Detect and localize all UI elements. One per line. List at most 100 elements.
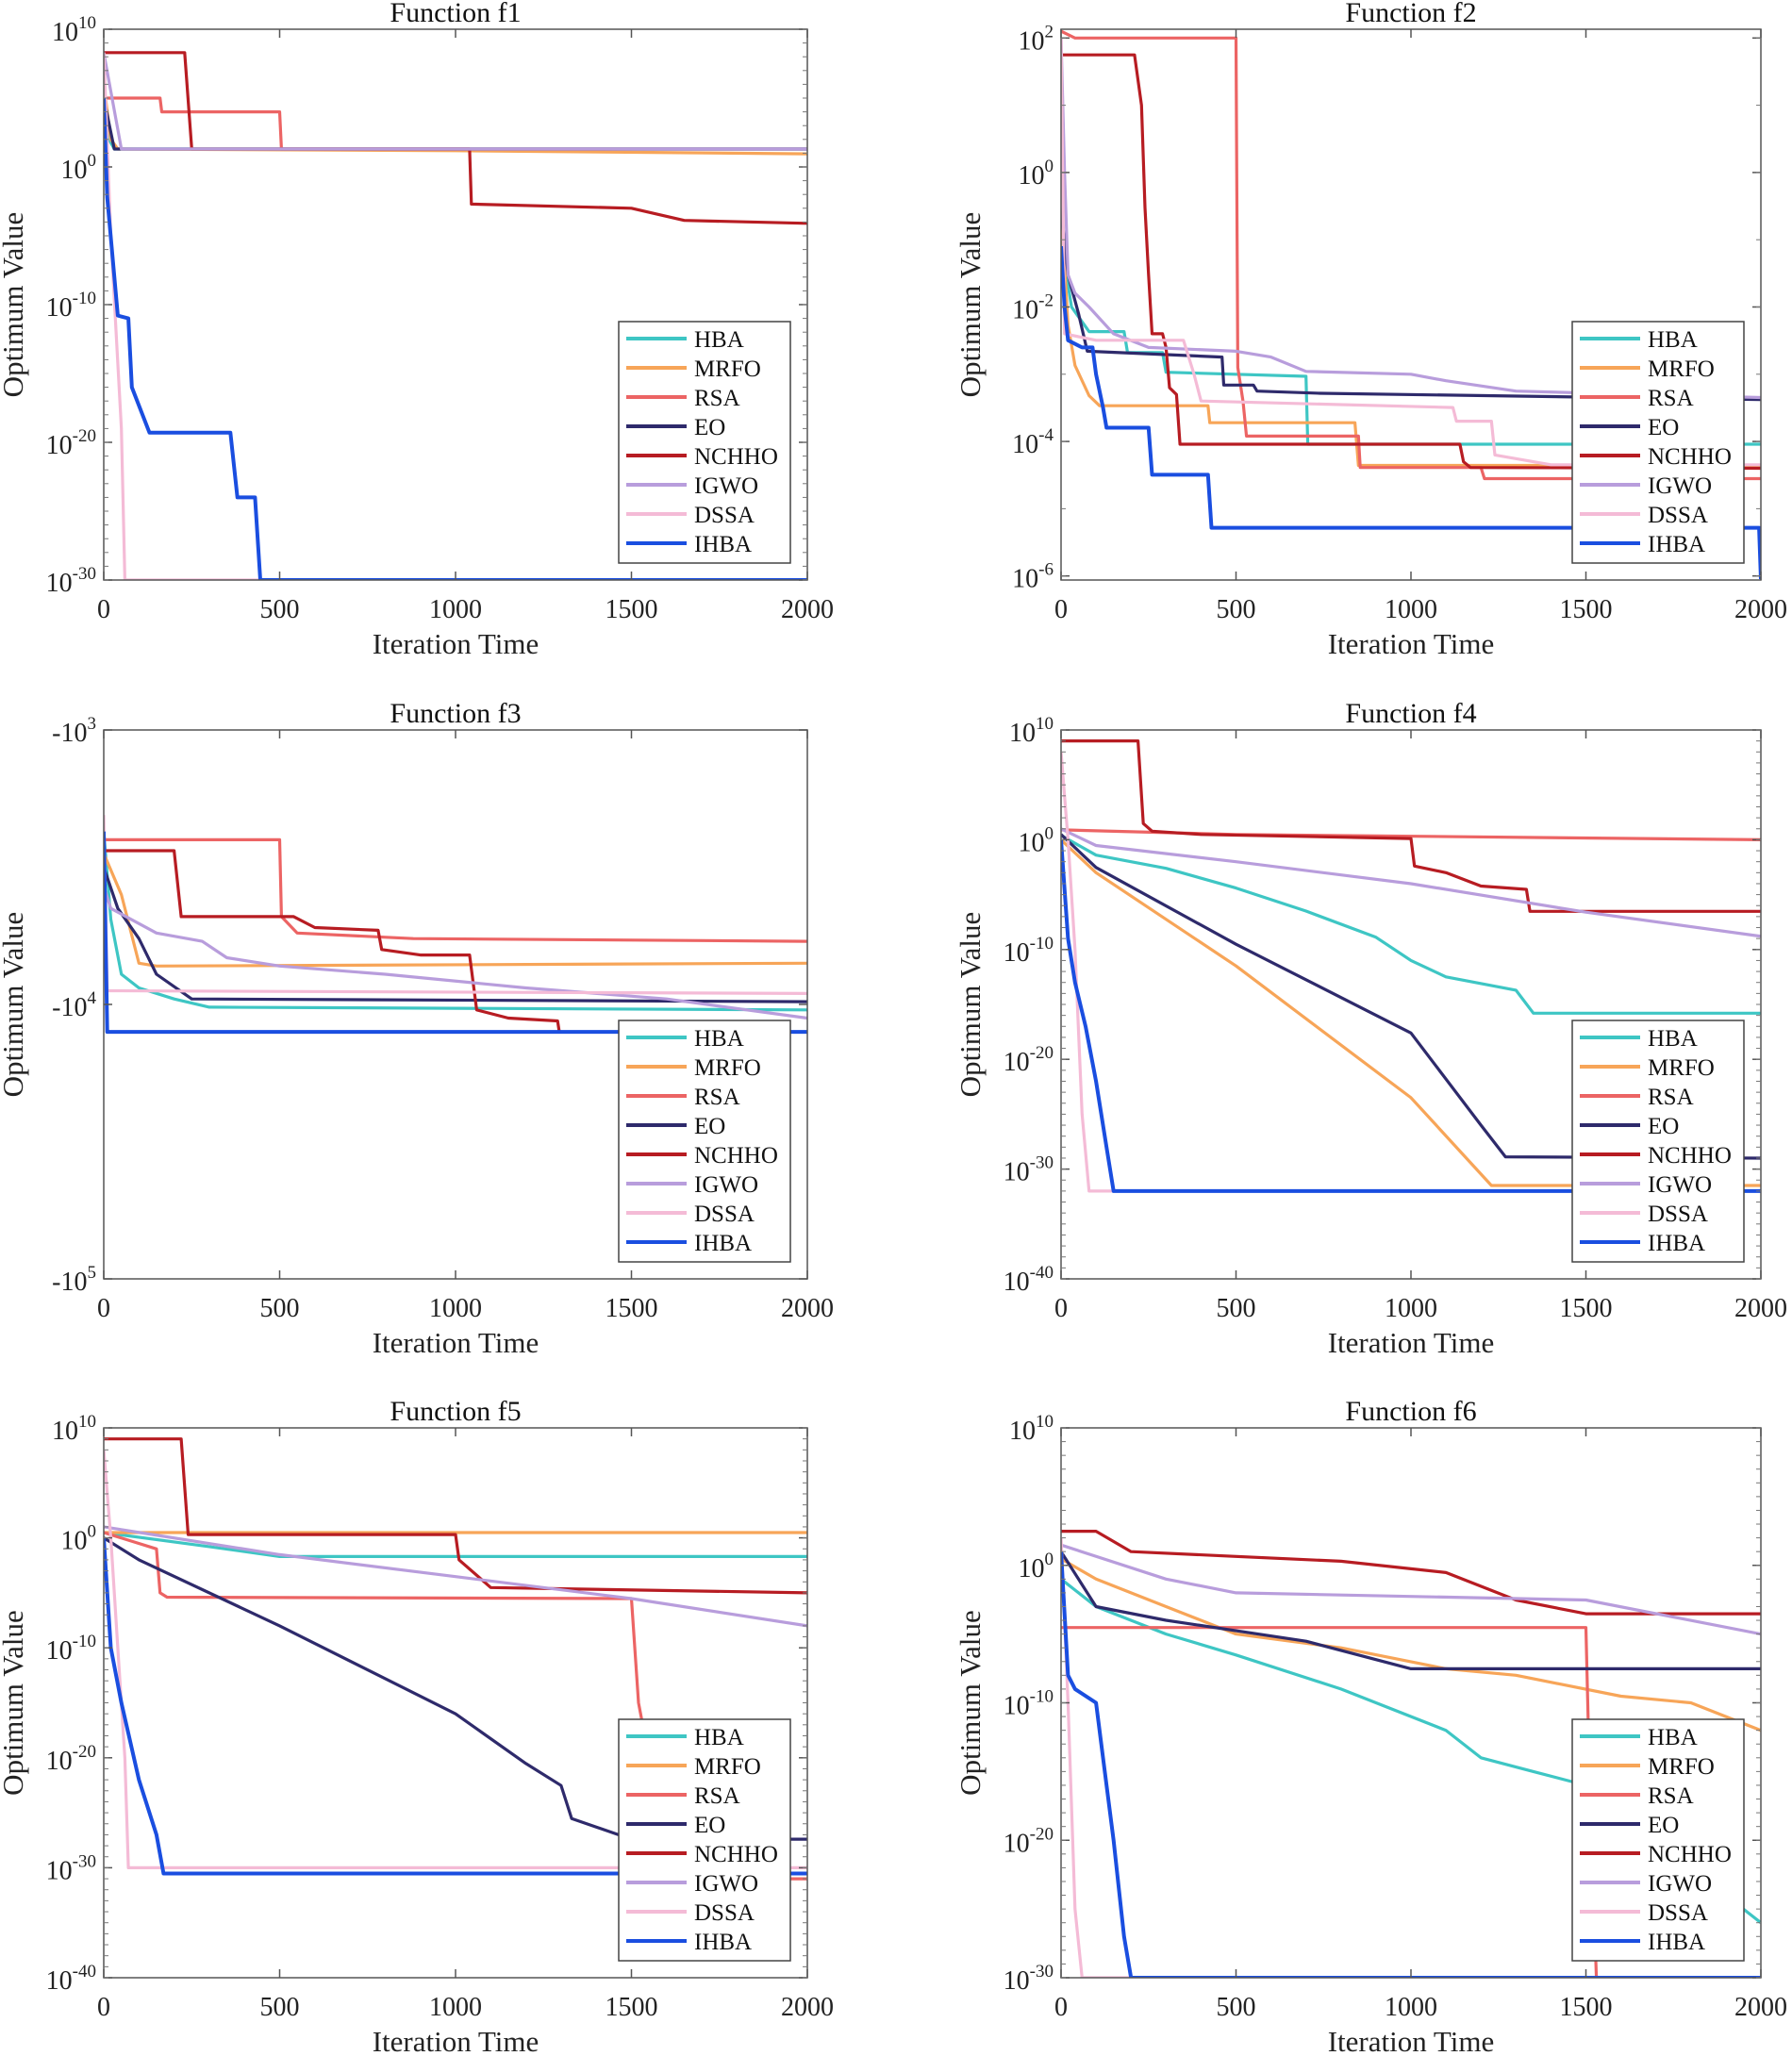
series-lines	[104, 815, 807, 1035]
legend-label: RSA	[1648, 1783, 1694, 1809]
x-tick-label: 1500	[1560, 595, 1613, 624]
x-tick-label: 1000	[1385, 595, 1437, 624]
chart-title: Function f3	[390, 698, 521, 729]
series-line-dssa	[1061, 38, 1761, 467]
y-tick-label: -103	[52, 714, 96, 748]
y-axis-label: Optimum Value	[954, 1610, 987, 1796]
legend-item: HBA	[626, 1026, 744, 1052]
y-axis-label: Optimum Value	[954, 212, 987, 398]
legend-item: IGWO	[626, 1871, 758, 1897]
legend-item: DSSA	[626, 503, 755, 528]
y-axis-label: Optimum Value	[0, 1610, 29, 1796]
legend-label: IGWO	[694, 1172, 758, 1198]
series-line-igwo	[1061, 38, 1761, 400]
x-tick-label: 2000	[781, 595, 834, 624]
y-tick-label: 100	[61, 1522, 97, 1556]
y-tick-label: 10-30	[46, 1851, 96, 1885]
legend-item: IGWO	[626, 473, 758, 499]
y-tick-label: 10-40	[1004, 1263, 1054, 1297]
series-line-igwo	[1061, 827, 1761, 938]
y-tick-label: 1010	[52, 1412, 96, 1446]
series-line-igwo	[104, 1525, 807, 1628]
series-line-nchho	[104, 51, 807, 225]
legend-item: RSA	[626, 1783, 740, 1809]
x-tick-label: 500	[260, 1294, 300, 1323]
x-tick-label: 0	[1054, 1993, 1068, 2022]
legend-item: NCHHO	[1580, 1842, 1732, 1867]
y-tick-label: 10-20	[46, 426, 96, 460]
x-tick-label: 1000	[1385, 1294, 1437, 1323]
legend-label: EO	[1648, 415, 1679, 440]
series-line-ihba	[104, 831, 807, 1035]
x-axis-label: Iteration Time	[373, 2025, 539, 2056]
subplot-6: 0 500 1000 1500 2000 1010 100 10-10 10-20 10-30 Fu…	[954, 1396, 1787, 2056]
series-line-ihba	[1061, 839, 1761, 1193]
legend-item: HBA	[1580, 1026, 1698, 1052]
x-tick-label: 2000	[781, 1993, 834, 2022]
x-tick-label: 1000	[429, 595, 482, 624]
y-axis-label: Optimum Value	[954, 912, 987, 1098]
legend-label: IGWO	[694, 473, 758, 499]
y-tick-label: 100	[61, 151, 97, 185]
y-tick-label: 10-10	[46, 1632, 96, 1666]
y-tick-label: 10-20	[1004, 1043, 1054, 1077]
series-line-ihba	[1061, 245, 1761, 580]
x-tick-label: 2000	[1734, 595, 1787, 624]
subplot-4: 0 500 1000 1500 2000 1010 100 10-10 10-20 10-30 10…	[954, 698, 1787, 1359]
legend-item: HBA	[1580, 327, 1698, 353]
y-axis-label: Optimum Value	[0, 212, 29, 398]
legend-label: EO	[694, 1813, 725, 1838]
x-tick-label: 500	[260, 1993, 300, 2022]
legend-item: DSSA	[1580, 1900, 1708, 1926]
chart-title: Function f5	[390, 1396, 521, 1427]
legend-label: HBA	[694, 327, 744, 353]
legend-label: RSA	[1648, 386, 1694, 411]
series-line-eo	[104, 866, 807, 1003]
legend-label: MRFO	[1648, 356, 1715, 382]
legend: HBA MRFO RSA EO NCHHO IGWO DSSA IHBA	[618, 321, 791, 564]
series-line-nchho	[104, 1437, 807, 1595]
series-line-igwo	[1061, 1543, 1761, 1636]
chart-title: Function f1	[390, 0, 521, 28]
legend-item: MRFO	[1580, 1055, 1715, 1081]
legend-label: MRFO	[694, 356, 761, 382]
legend-label: IHBA	[1648, 1930, 1705, 1955]
legend-label: NCHHO	[1648, 1143, 1732, 1169]
series-line-nchho	[104, 849, 561, 1033]
legend-label: IHBA	[694, 532, 752, 557]
legend-label: NCHHO	[694, 1143, 778, 1169]
legend-item: MRFO	[1580, 1754, 1715, 1780]
x-tick-label: 0	[97, 1294, 110, 1323]
legend-label: IGWO	[1648, 1871, 1712, 1897]
y-tick-label: 1010	[1009, 714, 1054, 748]
x-axis-label: Iteration Time	[1328, 627, 1495, 660]
legend-item: IHBA	[626, 532, 752, 557]
y-tick-label: 1010	[1009, 1412, 1054, 1446]
chart-title: Function f4	[1345, 698, 1476, 729]
x-tick-label: 2000	[1734, 1993, 1787, 2022]
x-tick-label: 0	[1054, 595, 1068, 624]
y-tick-label: 100	[1019, 1550, 1054, 1583]
legend-box	[1571, 321, 1745, 564]
legend-label: DSSA	[1648, 1900, 1708, 1926]
legend-label: RSA	[1648, 1085, 1694, 1110]
legend-label: DSSA	[694, 1900, 755, 1926]
legend-label: IHBA	[694, 1231, 752, 1256]
legend: HBA MRFO RSA EO NCHHO IGWO DSSA IHBA	[1571, 1020, 1745, 1263]
x-tick-label: 0	[1054, 1294, 1068, 1323]
legend-item: IGWO	[1580, 1172, 1712, 1198]
y-tick-label: -105	[52, 1263, 96, 1297]
legend-item: NCHHO	[1580, 444, 1732, 470]
legend-item: DSSA	[626, 1900, 755, 1926]
legend-item: IHBA	[626, 1231, 752, 1256]
y-tick-label: 10-30	[46, 564, 96, 598]
x-tick-label: 2000	[781, 1294, 834, 1323]
series-line-mrfo	[1061, 1557, 1761, 1733]
legend-label: DSSA	[1648, 503, 1708, 528]
legend-item: IHBA	[1580, 532, 1705, 557]
y-axis-label: Optimum Value	[0, 912, 29, 1098]
series-line-rsa	[104, 837, 807, 943]
x-tick-label: 1500	[1560, 1993, 1613, 2022]
legend-label: MRFO	[694, 1055, 761, 1081]
